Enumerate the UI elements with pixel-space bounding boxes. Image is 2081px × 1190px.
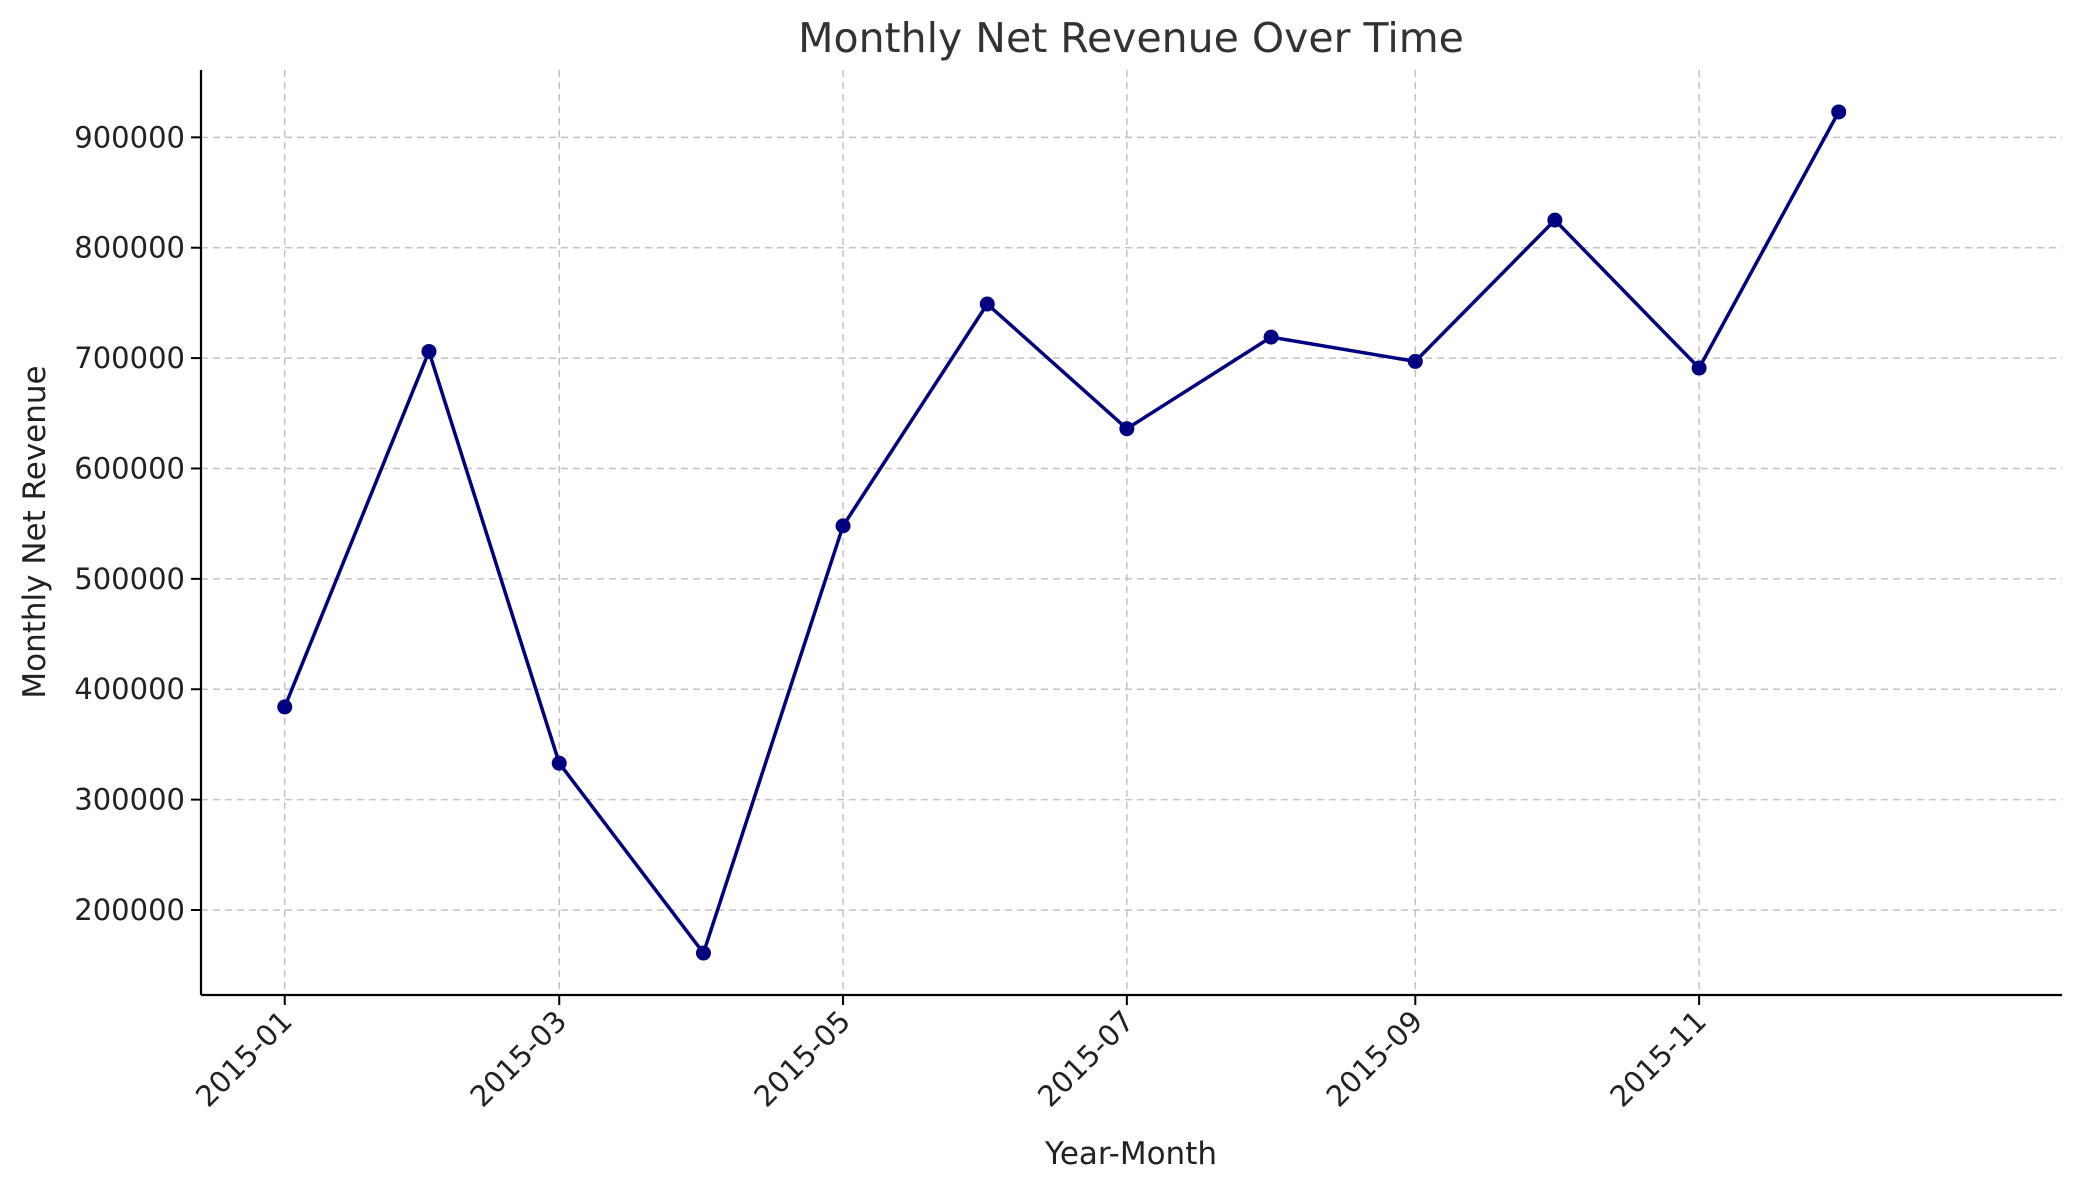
data-point [1263,329,1279,345]
y-tick-label: 700000 [74,341,185,375]
x-tick-label: 2015-01 [189,1004,299,1114]
y-tick-label: 200000 [74,893,185,927]
y-axis-label: Monthly Net Revenue [17,365,53,698]
data-point [421,343,437,359]
data-point [979,296,995,312]
y-tick-label: 300000 [74,783,185,817]
data-point [695,945,711,961]
data-point [1547,212,1563,228]
x-tick-label: 2015-03 [463,1004,573,1114]
x-tick-label: 2015-07 [1031,1004,1141,1114]
y-tick-label: 800000 [74,231,185,265]
y-tick-label: 500000 [74,562,185,596]
grid [201,70,2062,995]
data-point [1831,104,1847,120]
y-tick-label: 600000 [74,451,185,485]
series [277,104,1847,961]
y-tick-label: 400000 [74,672,185,706]
series-line [283,111,1841,955]
x-tick-label: 2015-05 [747,1004,857,1114]
data-point [551,755,567,771]
x-axis-label: Year-Month [1044,1136,1217,1172]
data-point [1119,421,1135,437]
axes-spines [199,70,2062,997]
chart-title: Monthly Net Revenue Over Time [798,14,1464,62]
data-point [1407,353,1423,369]
data-point [277,699,293,715]
x-tick-label: 2015-11 [1603,1004,1713,1114]
data-point [1691,360,1707,376]
x-tick-label: 2015-09 [1320,1004,1430,1114]
data-point [835,518,851,534]
y-tick-label: 900000 [74,120,185,154]
